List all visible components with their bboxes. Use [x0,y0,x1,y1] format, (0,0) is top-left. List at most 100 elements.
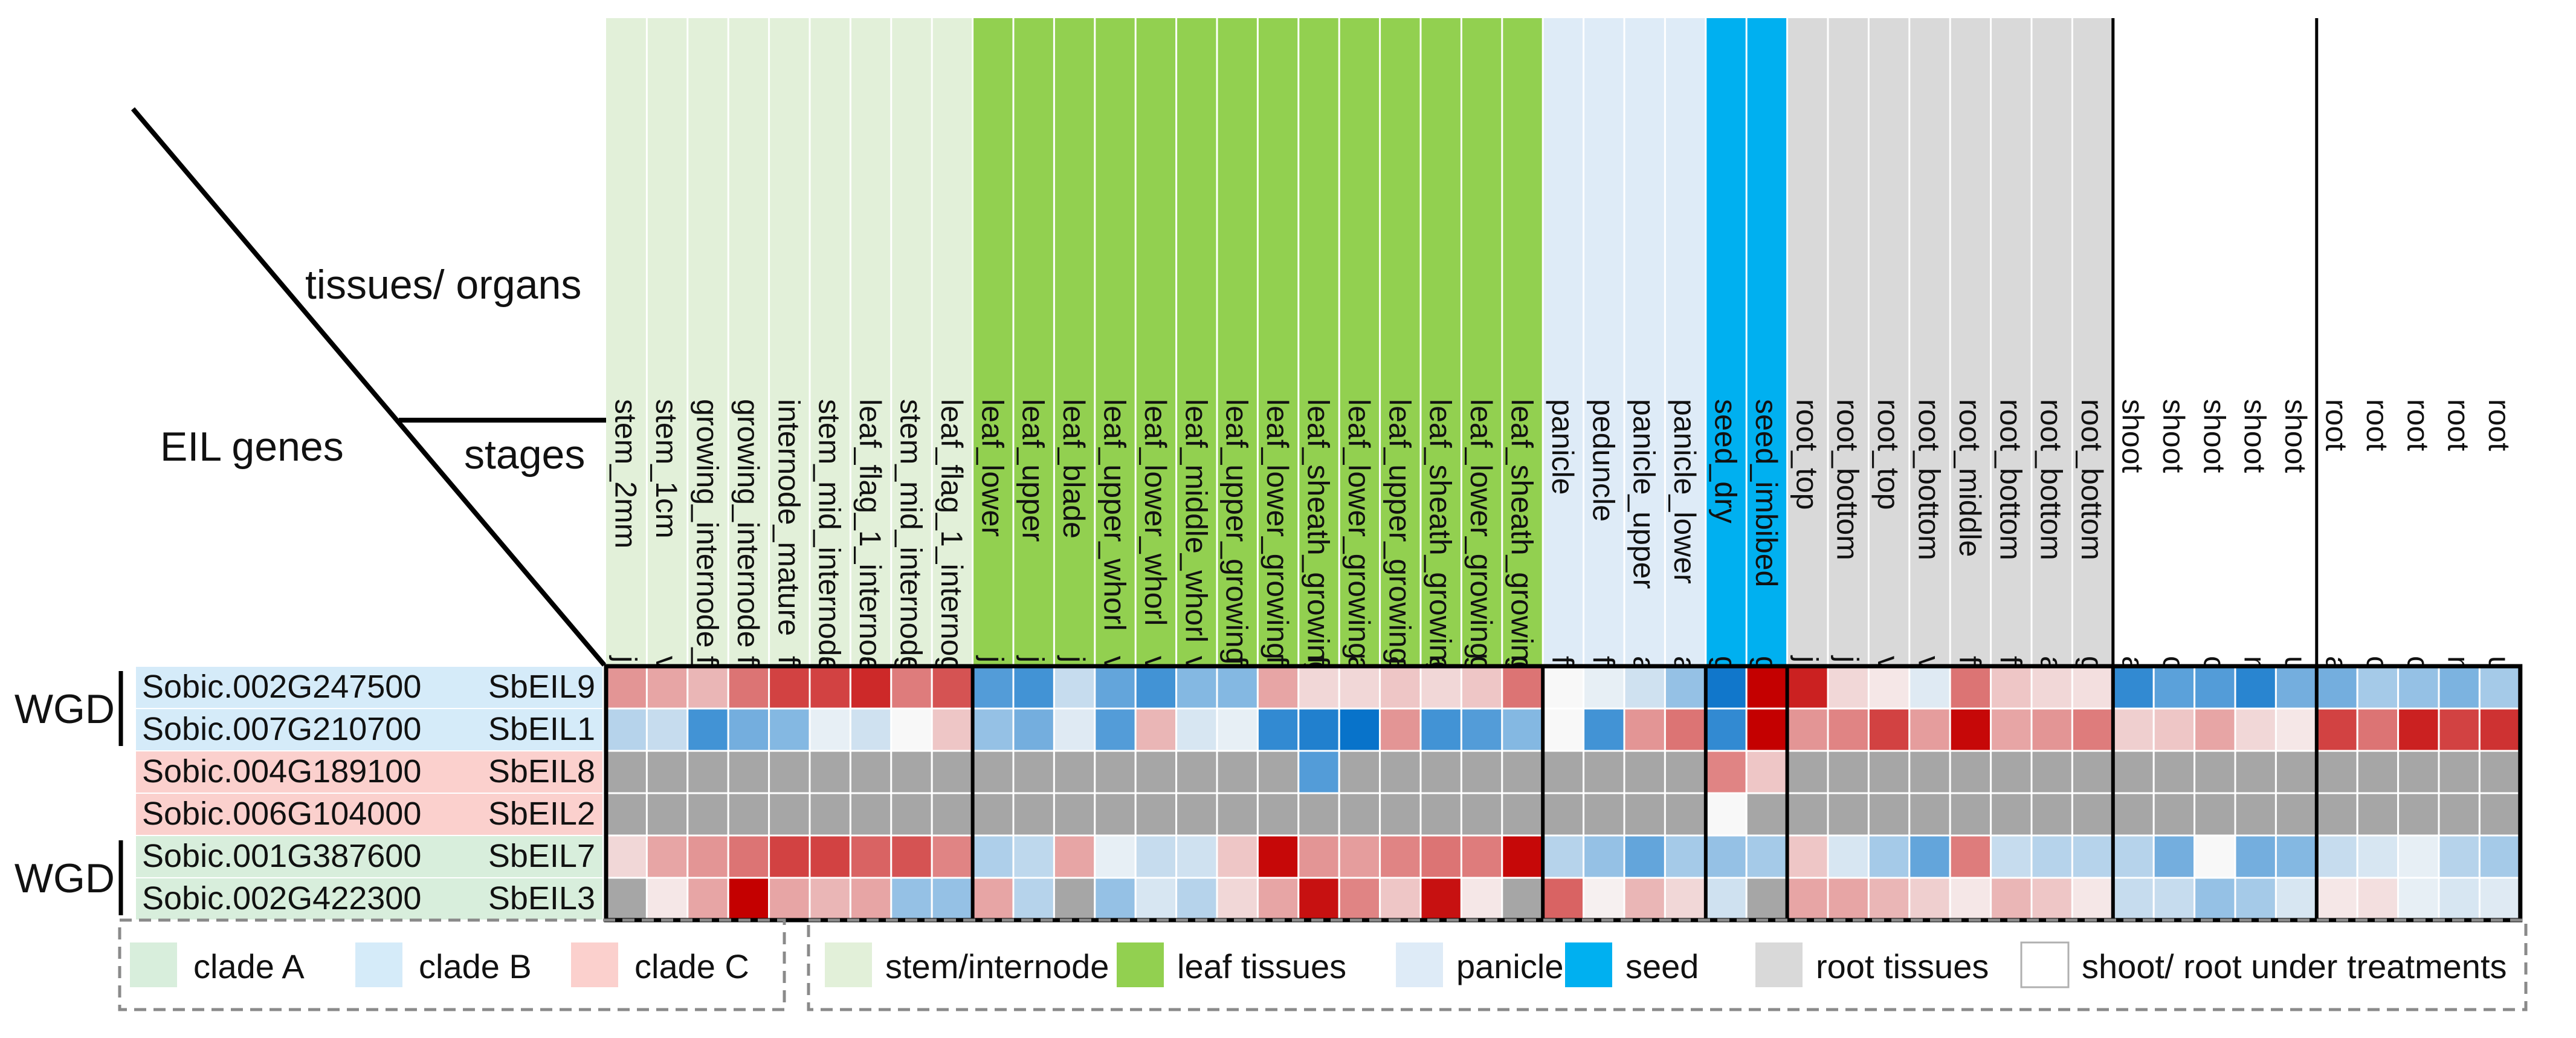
column-tissue-label: shoot [2279,399,2313,473]
heatmap-cell [1012,877,1055,921]
heatmap-cell [2478,877,2522,921]
column-tissue-label: leaf_lower_growing [1464,399,1498,660]
heatmap-cell [1705,877,1748,921]
heatmap-cell [1094,750,1137,794]
heatmap-cell [1990,707,2033,752]
tissue-legend-box [807,918,2528,1011]
heatmap-cell [2030,665,2073,710]
heatmap-cell [1664,792,1707,837]
heatmap-cell [686,707,729,752]
heatmap-cell [1419,707,1462,752]
heatmap-cell [2071,834,2114,879]
heatmap-cell [768,792,811,837]
heatmap-cell [849,750,893,794]
heatmap-cell [1623,834,1666,879]
legend-swatch [355,942,402,987]
column-tissue-label: root_top [1790,399,1824,510]
heatmap-cell [605,877,648,921]
heatmap-cell [1949,792,1992,837]
clade-legend-box [118,918,786,1011]
heatmap-cell [2356,665,2400,710]
column-tissue-label: panicle [1546,399,1580,495]
column-tissue-label: root_bottom [1831,399,1865,560]
tissues-organs-header: tissues/ organs [305,262,581,308]
heatmap-cell [1786,750,1829,794]
heatmap-cell [849,665,893,710]
heatmap-cell [2152,665,2196,710]
heatmap-cell [1419,750,1462,794]
heatmap-cell [1705,750,1748,794]
heatmap-cell [1012,834,1055,879]
heatmap-cell [2478,834,2522,879]
heatmap-cell [1297,834,1340,879]
heatmap-cell [2478,665,2522,710]
heatmap-cell [727,792,770,837]
heatmap-cell [1379,792,1422,837]
heatmap-cell [2112,792,2155,837]
heatmap-cell [1419,834,1462,879]
legend-swatch [571,942,618,987]
heatmap-cell [2478,792,2522,837]
heatmap-cell [1297,665,1340,710]
heatmap-cell [849,792,893,837]
heatmap-cell [1623,707,1666,752]
heatmap-cell [2356,877,2400,921]
legend-clade-label: clade C [634,947,749,985]
heatmap-cell [1541,750,1585,794]
heatmap-cell [1990,834,2033,879]
heatmap-cell [1134,834,1178,879]
column-tissue-label: seed_dry [1709,399,1743,524]
heatmap-cell [1175,750,1218,794]
heatmap-cell [1623,792,1666,837]
heatmap-cell [1786,665,1829,710]
heatmap-cell [768,750,811,794]
heatmap-cell [2193,834,2236,879]
heatmap-cell [1745,877,1789,921]
heatmap-cell [1705,707,1748,752]
heatmap-cell [1216,834,1259,879]
heatmap-cell [1094,665,1137,710]
heatmap-cell [1134,707,1178,752]
heatmap-cell [972,834,1015,879]
heatmap-cell [2397,834,2440,879]
heatmap-cell [1175,707,1218,752]
heatmap-cell [1094,792,1137,837]
heatmap-cell [2071,792,2114,837]
heatmap-cell [2274,792,2318,837]
column-tissue-label: leaf_sheath_growing [1424,399,1457,678]
heatmap-cell [890,877,933,921]
stages-header: stages [464,432,585,478]
heatmap-cell [727,707,770,752]
column-tissue-label: root [2360,399,2394,451]
legend-swatch [1396,942,1443,987]
heatmap-cell [1949,834,1992,879]
heatmap-cell [645,792,689,837]
heatmap-cell [1501,834,1544,879]
heatmap-cell [1990,750,2033,794]
heatmap-cell [768,834,811,879]
heatmap-cell [1827,834,1870,879]
heatmap-cell [1745,834,1789,879]
heatmap-cell [1338,707,1381,752]
heatmap-cell [645,877,689,921]
heatmap-cell [2112,707,2155,752]
column-tissue-bands [606,18,2520,666]
column-tissue-label: root_top [1871,399,1905,510]
heatmap-cell [2030,877,2073,921]
heatmap-cell [1908,834,1951,879]
column-tissue-label: root [2442,399,2476,451]
row-gene-name: SbEIL1 [488,711,595,747]
heatmap-cell [931,665,974,710]
heatmap-cell [849,834,893,879]
column-tissue-label: leaf_sheath_growing [1302,399,1335,678]
heatmap-cell [809,834,851,879]
heatmap-cell [2112,877,2155,921]
heatmap-cell [1419,792,1462,837]
heatmap-cell [1460,792,1503,837]
heatmap-cell [1379,750,1422,794]
heatmap-cell [809,750,851,794]
heatmap-cell [1583,665,1625,710]
heatmap-cell [2356,834,2400,879]
heatmap-cell [1867,834,1911,879]
heatmap-cell [2397,707,2440,752]
